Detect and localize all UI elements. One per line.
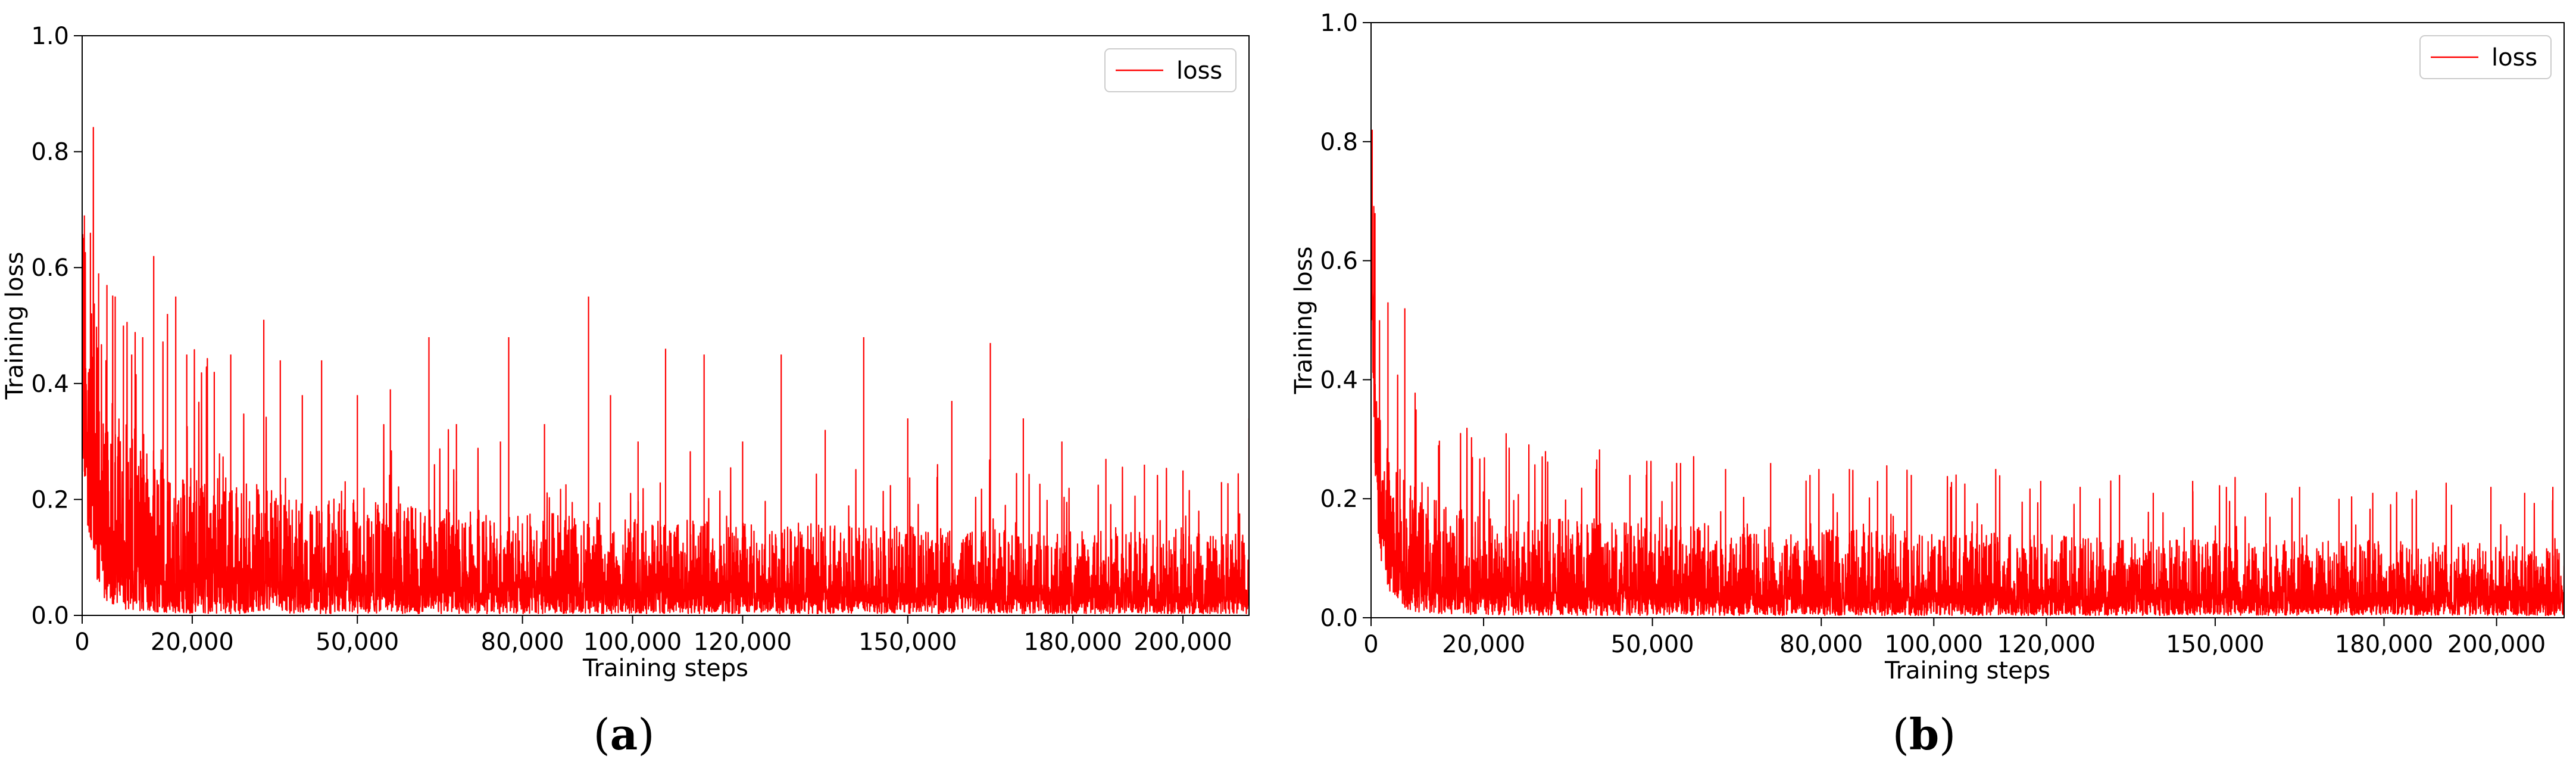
chart-panel-a: 0 20,000 50,000 80,000 100,000 120,000 150,000…: [1, 23, 1250, 760]
x-axis-title: Training steps: [582, 655, 748, 682]
x-tick-label: 80,000: [1779, 631, 1863, 658]
y-tick-label: 1.0: [31, 23, 69, 50]
x-tick-label: 180,000: [1023, 628, 1122, 656]
y-axis-title: Training loss: [1290, 247, 1317, 395]
x-tick-label: 100,000: [583, 628, 682, 656]
chart-panel-b: 0 20,000 50,000 80,000 100,000 120,000 150,000…: [1290, 10, 2565, 760]
x-tick-label: 0: [74, 628, 89, 656]
y-tick-label: 0.2: [31, 486, 69, 514]
y-tick-label: 0.2: [1320, 486, 1358, 513]
y-tick-label: 0.4: [1320, 366, 1358, 394]
x-tick-label: 200,000: [2447, 631, 2546, 658]
x-tick-label: 150,000: [858, 628, 957, 656]
caption-letter: a: [610, 709, 638, 760]
x-tick-label: 0: [1363, 631, 1378, 658]
series-loss-trace: [1371, 159, 2564, 617]
legend-box: [2419, 35, 2552, 79]
x-tick-label: 150,000: [2166, 631, 2264, 658]
legend-label-loss: loss: [2491, 44, 2537, 71]
x-axis-title: Training steps: [1884, 657, 2050, 684]
x-tick-label: 20,000: [151, 628, 234, 656]
y-tick-label: 0.6: [31, 254, 69, 282]
caption-paren-open: (: [1893, 709, 1909, 760]
series-loss-line: [82, 127, 1249, 615]
x-tick-label: 50,000: [316, 628, 399, 656]
legend: loss: [1104, 48, 1237, 92]
y-axis-title: Training loss: [1, 252, 29, 400]
x-tick-label: 50,000: [1611, 631, 1694, 658]
caption-paren-open: (: [594, 709, 610, 760]
legend-label-loss: loss: [1176, 57, 1222, 85]
y-tick-label: 0.6: [1320, 248, 1358, 275]
x-tick-label: 120,000: [1997, 631, 2096, 658]
caption-paren-close: ): [1939, 709, 1956, 760]
x-tick-label: 100,000: [1885, 631, 1983, 658]
y-tick-label: 0.0: [31, 602, 69, 630]
y-tick-label: 0.8: [31, 139, 69, 166]
plot-frame: [1370, 22, 2565, 618]
caption-paren-close: ): [638, 709, 654, 760]
x-tick-label: 80,000: [481, 628, 564, 656]
x-tick-label: 180,000: [2335, 631, 2433, 658]
x-tick-label: 120,000: [694, 628, 792, 656]
panel-caption: (b): [1893, 709, 1956, 760]
panel-caption: (a): [594, 709, 655, 760]
series-loss-line: [1371, 129, 2564, 617]
x-tick-label: 200,000: [1134, 628, 1232, 656]
caption-letter: b: [1909, 709, 1939, 760]
x-tick-label: 20,000: [1442, 631, 1525, 658]
y-tick-label: 0.8: [1320, 129, 1358, 156]
y-tick-label: 1.0: [1320, 10, 1358, 37]
legend: loss: [2419, 35, 2552, 79]
plot-frame: [82, 35, 1250, 616]
y-tick-label: 0.4: [31, 371, 69, 398]
legend-box: [1104, 48, 1237, 92]
y-tick-label: 0.0: [1320, 605, 1358, 632]
